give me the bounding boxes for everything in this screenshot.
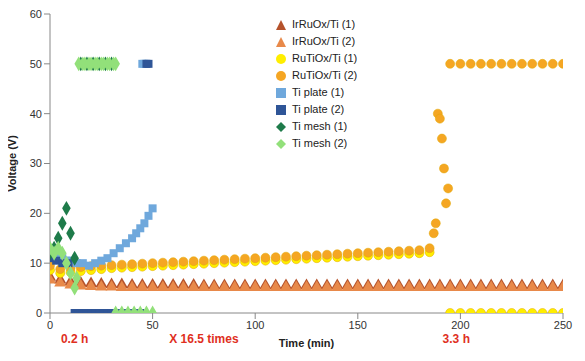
svg-text:X 16.5 times: X 16.5 times <box>169 332 239 346</box>
html-text:Ti plate (1): Ti plate (1) <box>292 86 345 98</box>
html-text:IrRuOx/Ti (2): IrRuOx/Ti (2) <box>292 35 356 47</box>
svg-text:50: 50 <box>30 58 42 70</box>
svg-text:30: 30 <box>30 157 42 169</box>
svg-text:40: 40 <box>30 108 42 120</box>
html-text:Ti plate (2): Ti plate (2) <box>292 103 345 115</box>
svg-text:20: 20 <box>30 207 42 219</box>
svg-text:100: 100 <box>246 319 264 331</box>
html-text:RuTiOx/Ti (1): RuTiOx/Ti (1) <box>292 52 358 64</box>
svg-text:0.2 h: 0.2 h <box>61 332 88 346</box>
svg-text:3.3 h: 3.3 h <box>443 332 470 346</box>
html-text:RuTiOx/Ti (2): RuTiOx/Ti (2) <box>292 69 358 81</box>
svg-text:60: 60 <box>30 8 42 20</box>
html-text:Ti mesh (2): Ti mesh (2) <box>292 137 348 149</box>
svg-text:0: 0 <box>47 319 53 331</box>
svg-text:10: 10 <box>30 257 42 269</box>
svg-text:50: 50 <box>146 319 158 331</box>
html-text:IrRuOx/Ti (1): IrRuOx/Ti (1) <box>292 18 356 30</box>
svg-text:250: 250 <box>554 319 572 331</box>
svg-text:150: 150 <box>349 319 367 331</box>
svg-text:Voltage (V): Voltage (V) <box>8 135 18 192</box>
svg-text:200: 200 <box>451 319 469 331</box>
svg-text:0: 0 <box>36 307 42 319</box>
svg-text:Time (min): Time (min) <box>279 337 335 349</box>
html-text:Ti mesh (1): Ti mesh (1) <box>292 120 348 132</box>
